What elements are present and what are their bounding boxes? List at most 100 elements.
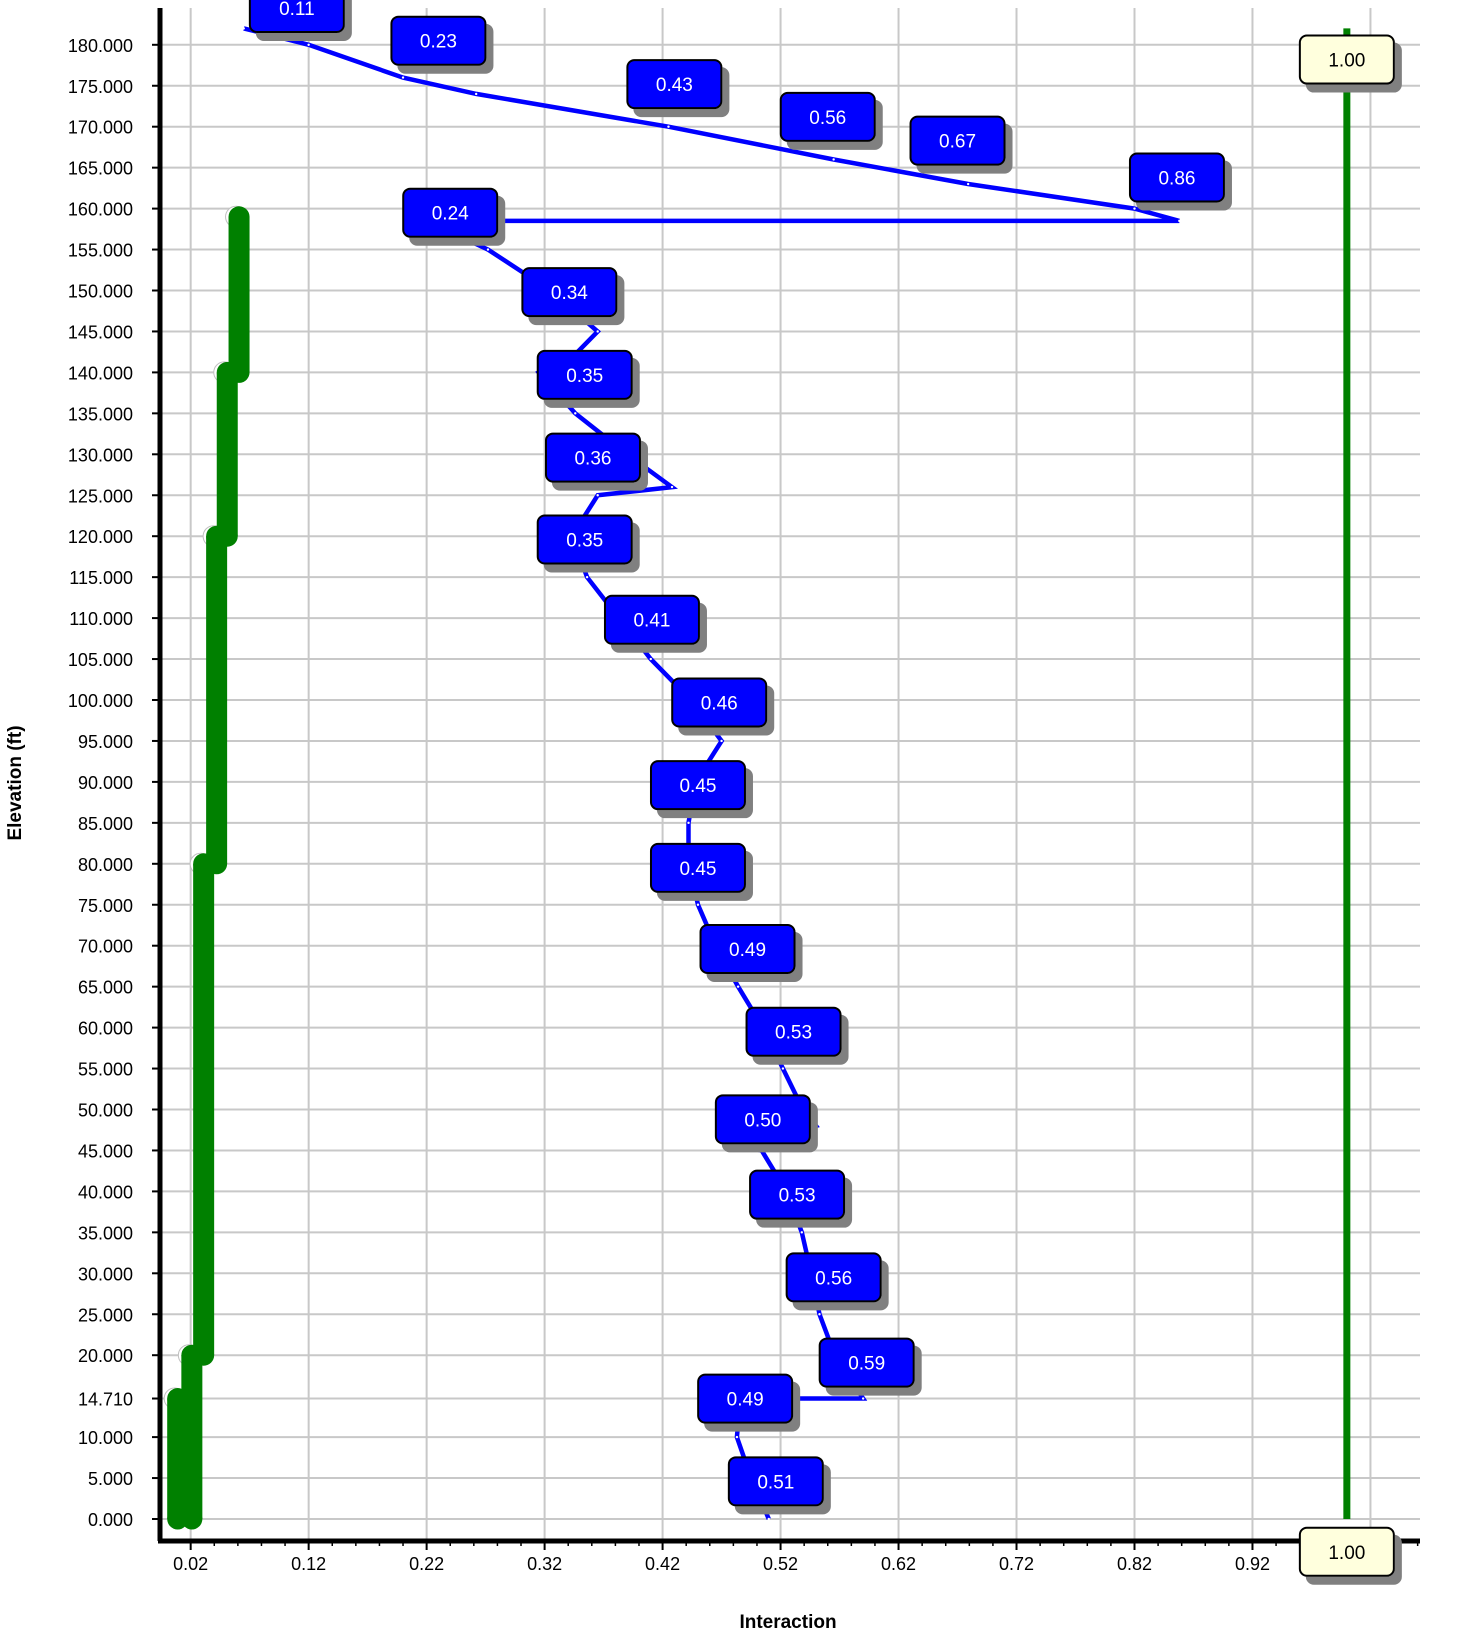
limit-label: 1.00 xyxy=(1298,34,1395,85)
y-tick-label: 0.000 xyxy=(88,1510,133,1530)
value-label: 0.43 xyxy=(626,59,723,110)
y-tick-label: 75.000 xyxy=(78,896,133,916)
y-tick-label: 140.000 xyxy=(68,363,133,383)
value-label-text: 0.45 xyxy=(679,859,716,880)
interaction-point xyxy=(736,985,740,988)
y-tick-label: 160.000 xyxy=(68,200,133,220)
value-label: 0.45 xyxy=(649,760,746,811)
value-label-text: 0.35 xyxy=(566,530,603,551)
value-label-text: 0.49 xyxy=(727,1390,764,1411)
interaction-point xyxy=(401,76,405,79)
y-tick-label: 45.000 xyxy=(78,1141,133,1161)
value-label-text: 0.86 xyxy=(1158,168,1195,189)
capacity-bar xyxy=(228,216,250,373)
interaction-point xyxy=(741,1145,745,1148)
interaction-point xyxy=(242,27,245,30)
value-label-box xyxy=(1128,152,1225,203)
y-tick-label: 110.000 xyxy=(69,609,133,629)
limit-label-text: 1.00 xyxy=(1328,1543,1365,1564)
y-tick-label: 40.000 xyxy=(78,1182,133,1202)
interaction-line xyxy=(243,26,1180,1520)
value-label-text: 0.56 xyxy=(815,1268,852,1289)
value-label: 0.23 xyxy=(390,15,487,66)
y-tick-label: 170.000 xyxy=(68,118,133,138)
value-label-box xyxy=(649,760,746,811)
interaction-point xyxy=(687,821,690,825)
y-tick-label: 25.000 xyxy=(78,1305,133,1325)
value-label-box xyxy=(699,923,796,974)
interaction-point xyxy=(832,158,835,161)
value-label-text: 0.41 xyxy=(633,611,670,632)
limit-labels: 1.00 1.00 xyxy=(1298,34,1395,1577)
value-label-box xyxy=(749,1169,846,1220)
limit-label: 1.00 xyxy=(1298,1526,1395,1577)
y-tick-label: 180.000 xyxy=(68,36,133,56)
y-tick-label: 165.000 xyxy=(68,159,133,179)
y-tick-label: 155.000 xyxy=(68,241,133,261)
capacity-bar xyxy=(193,863,215,1356)
interaction-point xyxy=(596,494,599,497)
value-label-box xyxy=(390,15,487,66)
value-label-box xyxy=(536,514,633,565)
y-tick-label: 145.000 xyxy=(68,322,133,342)
y-tick-label: 135.000 xyxy=(68,404,133,424)
interaction-point xyxy=(818,1313,821,1316)
y-tick-label: 70.000 xyxy=(78,937,133,957)
value-label-text: 0.59 xyxy=(848,1354,885,1375)
interaction-point xyxy=(574,412,577,415)
value-label-box xyxy=(544,432,641,483)
value-label: 0.35 xyxy=(536,349,633,400)
y-tick-label: 175.000 xyxy=(68,77,133,97)
x-tick-label: 0.32 xyxy=(527,1554,562,1574)
axes xyxy=(152,8,1420,1550)
x-tick-label: 0.22 xyxy=(409,1554,444,1574)
interaction-point xyxy=(596,330,599,333)
y-tick-label: 35.000 xyxy=(78,1223,133,1243)
capacity-bar-bottom xyxy=(193,1344,215,1366)
value-labels: 0.11 0.23 0.43 0.56 0.67 0.86 0.24 0.34 0.35 0.36… xyxy=(248,0,1225,1507)
y-tick-label: 20.000 xyxy=(78,1346,133,1366)
value-label-text: 0.53 xyxy=(775,1023,812,1044)
value-label: 0.56 xyxy=(785,1252,882,1303)
interaction-point xyxy=(735,1435,739,1439)
value-label: 0.34 xyxy=(521,267,618,318)
y-tick-label: 120.000 xyxy=(68,527,133,547)
value-label-text: 0.51 xyxy=(757,1472,794,1493)
value-label-text: 0.35 xyxy=(566,366,603,387)
y-axis-title: Elevation (ft) xyxy=(5,725,26,840)
interaction-point xyxy=(667,125,670,128)
y-tick-label: 105.000 xyxy=(68,650,133,670)
x-axis-title: Interaction xyxy=(739,1612,836,1633)
value-label: 0.36 xyxy=(544,432,641,483)
interaction-point xyxy=(474,92,478,96)
capacity-bar-bottom xyxy=(228,361,250,383)
y-tick-label: 30.000 xyxy=(78,1264,133,1284)
value-label-box xyxy=(785,1252,882,1303)
value-label: 0.59 xyxy=(818,1337,915,1388)
value-label-box xyxy=(649,842,746,893)
value-label-text: 0.53 xyxy=(779,1186,816,1207)
interaction-point xyxy=(649,657,652,661)
capacity-bar xyxy=(181,1355,203,1519)
interaction-point xyxy=(861,1397,865,1400)
value-label-box xyxy=(536,349,633,400)
y-tick-label: 115.000 xyxy=(69,568,133,588)
interaction-point xyxy=(696,903,700,906)
value-label: 0.46 xyxy=(671,677,768,728)
y-tick-label: 5.000 xyxy=(88,1469,133,1489)
y-tick-label: 60.000 xyxy=(78,1019,133,1039)
value-label: 0.53 xyxy=(745,1006,842,1057)
value-label: 0.67 xyxy=(909,115,1006,166)
value-label-text: 0.23 xyxy=(420,32,457,53)
interaction-point xyxy=(767,1517,770,1521)
x-tick-label: 0.62 xyxy=(881,1554,916,1574)
interaction-point xyxy=(814,1124,818,1128)
interaction-point xyxy=(1178,219,1181,223)
limit-label-box xyxy=(1298,34,1395,85)
capacity-bar-top xyxy=(228,206,250,228)
value-label-text: 0.46 xyxy=(701,693,738,714)
y-tick-label: 50.000 xyxy=(78,1101,133,1121)
y-tick-label: 14.710 xyxy=(78,1390,133,1410)
